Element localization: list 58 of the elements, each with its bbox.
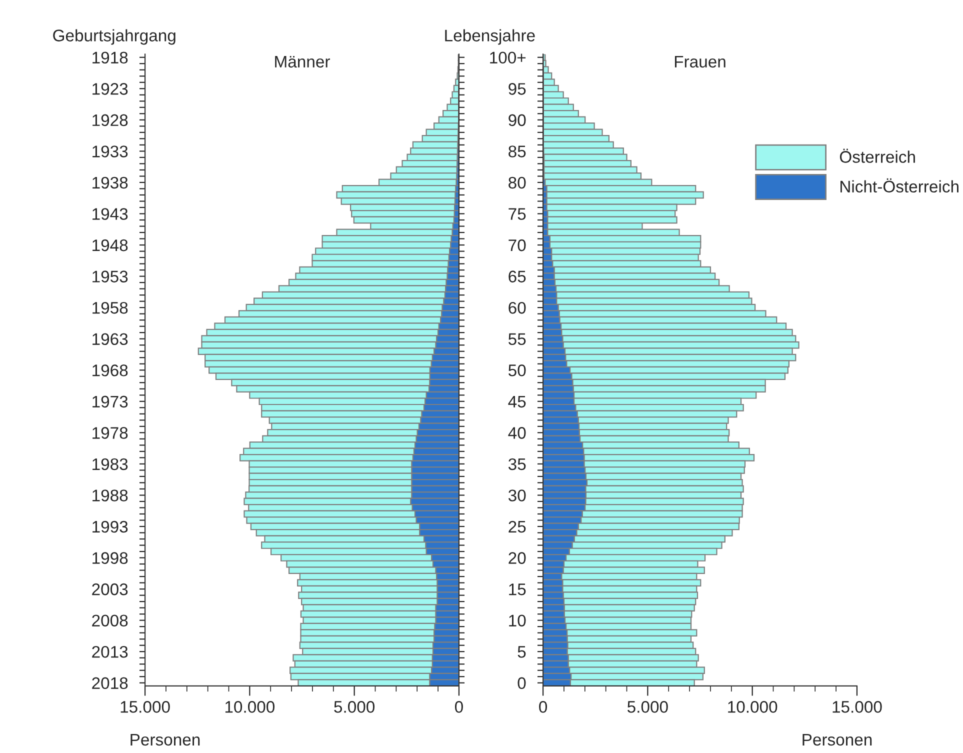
x-axis-title: Personen [130, 734, 200, 746]
y-tick-label: 2008 [92, 614, 128, 627]
y-tick-label: 1983 [92, 458, 128, 470]
y-tick-label: 1953 [92, 270, 128, 282]
y-tick-label: 65 [508, 270, 526, 282]
y-tick-label: 85 [508, 146, 526, 158]
y-axis-title: Geburtsjahrgang [53, 29, 176, 45]
x-tick-label: 15.000 [120, 701, 170, 713]
y-tick-label: 20 [508, 552, 526, 564]
x-tick-label: 15.000 [832, 701, 882, 713]
y-tick-label: 50 [508, 364, 526, 376]
y-tick-label: 90 [508, 114, 526, 126]
chart-title: Frauen [674, 56, 726, 68]
y-tick-label: 1928 [92, 114, 128, 126]
y-tick-label: 10 [509, 614, 526, 627]
y-tick-label: 1998 [92, 552, 128, 564]
y-tick-label: 5 [518, 646, 526, 658]
y-axis-title: Lebensjahre [445, 29, 535, 45]
y-tick-label: 1978 [92, 427, 128, 439]
y-tick-label: 1958 [92, 302, 128, 314]
y-tick-label: 15 [509, 584, 526, 596]
y-tick-label: 1948 [92, 239, 128, 252]
x-tick-label: 5.000 [334, 701, 375, 713]
y-tick-label: 55 [508, 333, 526, 346]
x-axis-title: Personen [802, 734, 872, 746]
y-tick-label: 1963 [92, 333, 128, 346]
y-tick-label: 1918 [92, 52, 128, 64]
y-tick-label: 80 [508, 176, 526, 189]
y-tick-label: 1923 [92, 83, 128, 95]
y-tick-label: 70 [508, 239, 526, 252]
y-tick-label: 30 [508, 490, 526, 502]
y-tick-label: 100+ [490, 52, 526, 64]
y-tick-label: 1993 [92, 520, 128, 533]
y-tick-label: 2013 [92, 646, 128, 658]
y-tick-label: 75 [508, 208, 526, 220]
x-tick-label: 5.000 [627, 701, 668, 713]
y-tick-label: 95 [508, 83, 526, 95]
legend-label: Nicht-Österreich [840, 178, 958, 193]
y-tick-label: 1988 [92, 490, 128, 502]
x-tick-label: 10.000 [728, 701, 778, 713]
x-tick-label: 10.000 [225, 701, 275, 713]
y-tick-label: 40 [508, 427, 526, 439]
y-tick-label: 0 [518, 677, 526, 690]
y-tick-label: 2018 [92, 677, 128, 690]
y-tick-label: 2003 [92, 583, 128, 596]
y-tick-label: 1943 [92, 208, 128, 220]
y-tick-label: 45 [508, 396, 526, 408]
y-tick-label: 60 [508, 302, 526, 314]
legend-label: Österreich [840, 148, 915, 163]
y-tick-label: 1933 [92, 146, 128, 158]
x-tick-label: 0 [539, 701, 548, 713]
chart-title: Männer [275, 56, 330, 68]
y-tick-label: 25 [508, 520, 526, 533]
y-tick-label: 1968 [92, 364, 128, 376]
x-tick-label: 0 [454, 701, 463, 713]
y-tick-label: 1973 [92, 396, 128, 408]
y-tick-label: 1938 [92, 176, 128, 189]
y-tick-label: 35 [508, 458, 526, 470]
